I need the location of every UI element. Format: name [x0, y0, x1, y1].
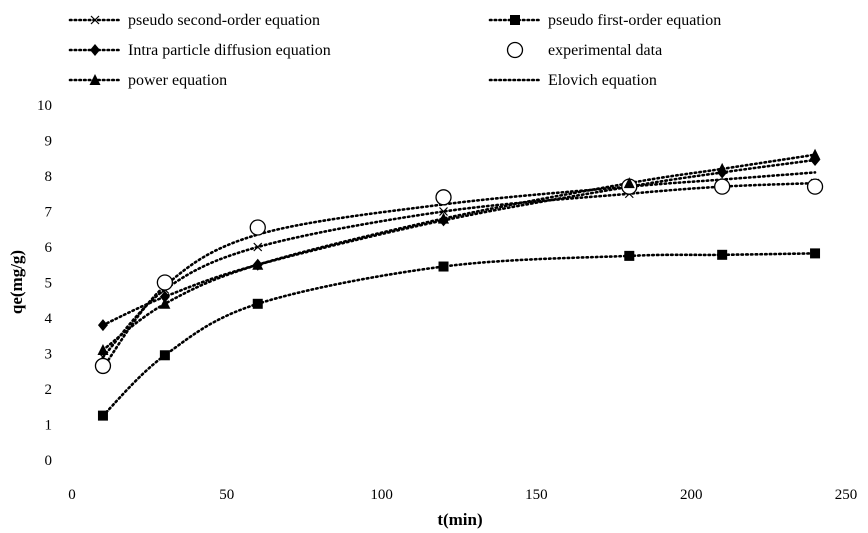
y-tick-label: 9 — [45, 134, 53, 150]
series-line-4 — [101, 153, 817, 352]
legend-item-0: pseudo second-order equation — [68, 12, 320, 29]
legend-item-4: power equation — [68, 72, 227, 89]
legend-marker — [89, 74, 101, 85]
y-tick-label: 10 — [37, 98, 52, 114]
x-axis-ticks: 0 50 100 150 200 250 — [68, 487, 857, 503]
fitted-curves — [101, 153, 817, 417]
data-point-s1-3 — [438, 261, 449, 272]
y-axis-title: qe(mg/g) — [7, 250, 26, 314]
legend-item-5: Elovich equation — [488, 72, 657, 89]
y-tick-label: 4 — [45, 311, 53, 327]
legend-label: power equation — [128, 72, 227, 89]
legend-label: experimental data — [548, 42, 662, 59]
data-point-s1-6 — [810, 248, 821, 259]
legend-marker — [90, 15, 100, 25]
y-tick-label: 8 — [45, 169, 53, 185]
legend-item-3: experimental data — [506, 41, 662, 59]
data-point-s3-6 — [806, 178, 824, 195]
data-markers — [94, 148, 824, 421]
legend-item-2: Intra particle diffusion equation — [68, 42, 331, 59]
data-point-s1-4 — [624, 250, 635, 261]
y-tick-label: 0 — [45, 453, 53, 469]
legend-item-1: pseudo first-order equation — [488, 12, 721, 29]
legend-label: Elovich equation — [548, 72, 657, 89]
data-point-s1-2 — [252, 298, 263, 309]
x-axis-title: t(min) — [437, 510, 482, 529]
legend-label: Intra particle diffusion equation — [128, 42, 331, 59]
y-tick-label: 6 — [45, 240, 53, 256]
x-tick-label: 200 — [680, 487, 703, 503]
data-point-s3-2 — [249, 219, 266, 236]
series-line-2 — [101, 158, 817, 327]
data-point-s3-5 — [714, 178, 731, 195]
data-point-s3-0 — [94, 357, 112, 375]
data-point-s1-0 — [97, 410, 108, 421]
legend-label: pseudo first-order equation — [548, 12, 721, 29]
x-tick-label: 250 — [835, 487, 858, 503]
y-tick-label: 2 — [45, 382, 53, 398]
legend-marker — [506, 41, 524, 59]
data-point-s2-1 — [159, 290, 170, 303]
data-point-s3-3 — [435, 189, 452, 206]
legend-label: pseudo second-order equation — [128, 12, 320, 29]
legend-marker — [90, 44, 100, 56]
data-point-s4-0 — [97, 343, 109, 355]
data-point-s4-2 — [252, 258, 264, 270]
data-point-s2-0 — [97, 319, 108, 332]
data-point-s4-3 — [438, 212, 450, 224]
series-line-5 — [101, 171, 817, 369]
y-tick-label: 1 — [45, 418, 53, 434]
series-line-1 — [101, 252, 817, 417]
y-axis-ticks: 0 1 2 3 4 5 6 7 8 9 10 — [37, 98, 53, 469]
y-tick-label: 3 — [45, 347, 53, 363]
data-point-s1-1 — [159, 350, 170, 361]
x-tick-label: 0 — [68, 487, 76, 503]
data-point-s4-1 — [159, 297, 171, 309]
series-line-0 — [101, 181, 817, 359]
data-point-s4-4 — [623, 177, 635, 189]
data-point-s4-5 — [716, 162, 728, 174]
x-tick-label: 150 — [525, 487, 548, 503]
x-tick-label: 100 — [370, 487, 393, 503]
data-point-s0-2 — [253, 242, 263, 252]
data-point-s4-6 — [809, 148, 821, 160]
y-tick-label: 5 — [45, 276, 53, 292]
data-point-s1-5 — [717, 249, 728, 260]
x-tick-label: 50 — [219, 487, 234, 503]
legend-marker — [510, 15, 520, 25]
y-tick-label: 7 — [45, 205, 53, 221]
data-point-s0-3 — [439, 207, 448, 216]
legend: pseudo second-order equation pseudo first… — [68, 12, 721, 89]
data-point-s3-1 — [156, 274, 174, 291]
